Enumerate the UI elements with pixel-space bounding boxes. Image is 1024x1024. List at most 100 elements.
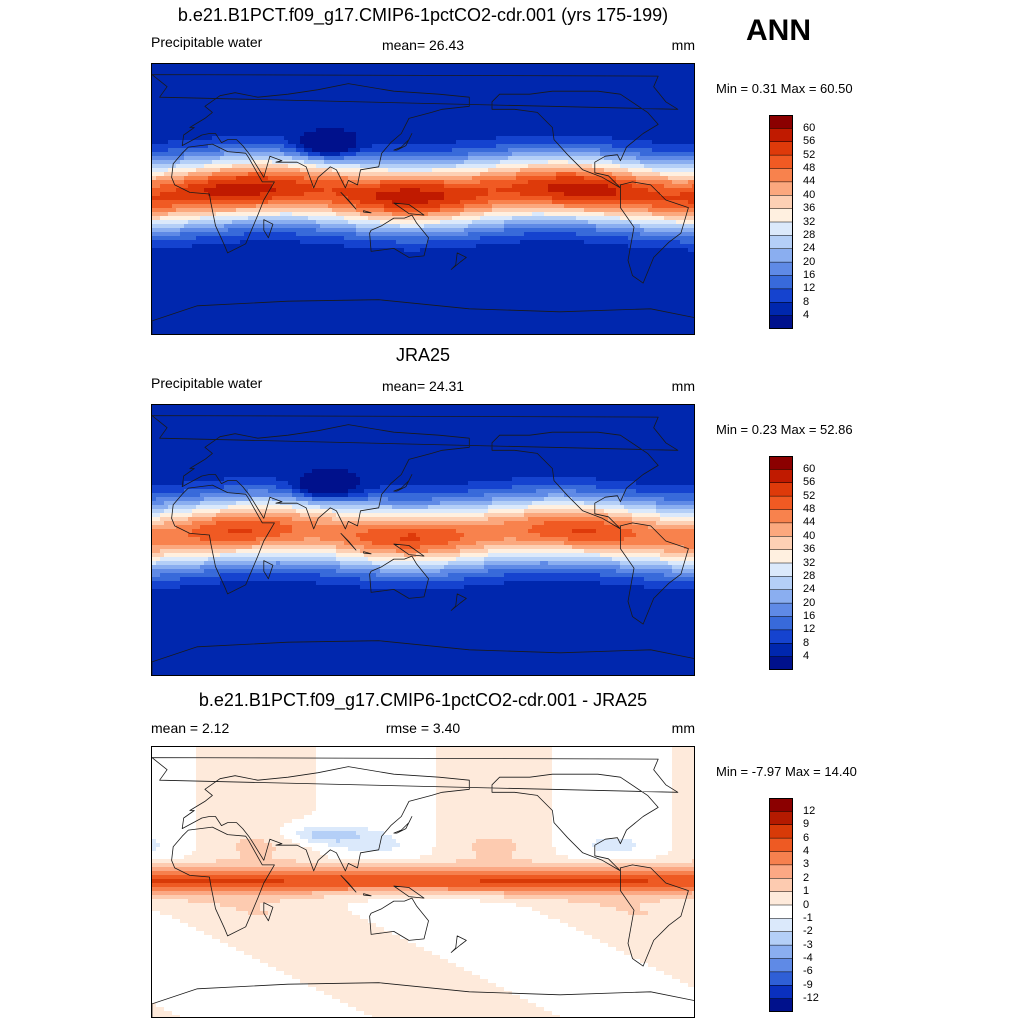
colorbar-swatch	[769, 958, 793, 973]
colorbar-swatch	[769, 589, 793, 604]
colorbar-swatch	[769, 195, 793, 209]
colorbar-swatch	[769, 509, 793, 524]
colorbar-tick-label: 28	[803, 229, 815, 241]
colorbar-tick-label: 48	[803, 504, 815, 515]
colorbar-tick-label: 8	[803, 296, 809, 308]
panel-3-minmax: Min = -7.97 Max = 14.40	[716, 764, 857, 779]
colorbar-tick-label: 2	[803, 872, 809, 884]
field-raster	[152, 405, 694, 675]
colorbar-tick-label: 36	[803, 544, 815, 555]
colorbar-tick-label: 20	[803, 256, 815, 268]
colorbar-swatch	[769, 563, 793, 577]
colorbar-swatch	[769, 536, 793, 550]
colorbar-swatch	[769, 985, 793, 999]
colorbar-swatch	[769, 469, 793, 484]
colorbar-tick-label: 56	[803, 477, 815, 488]
panel-1-title: b.e21.B1PCT.f09_g17.CMIP6-1pctCO2-cdr.00…	[178, 5, 668, 26]
colorbar-swatch	[769, 629, 793, 644]
colorbar-tick-label: 36	[803, 203, 815, 214]
colorbar-swatch	[769, 603, 793, 617]
colorbar-tick-label: 48	[803, 163, 815, 174]
colorbar-tick-label: 4	[803, 310, 809, 321]
colorbar-tick-label: 12	[803, 805, 815, 817]
colorbar-swatch	[769, 891, 793, 906]
panel-2-title: JRA25	[396, 345, 450, 366]
colorbar-tick-label: 32	[803, 557, 815, 569]
colorbar-swatch	[769, 616, 793, 631]
colorbar-tick-label: -1	[803, 912, 813, 924]
colorbar-tick-label: 32	[803, 216, 815, 228]
colorbar-tick-label: 1	[803, 886, 809, 897]
colorbar-swatch	[769, 798, 793, 812]
colorbar-swatch	[769, 262, 793, 276]
colorbar-swatch	[769, 522, 793, 537]
colorbar-swatch	[769, 864, 793, 879]
panel-2-map	[151, 404, 695, 676]
colorbar-tick-label: 12	[803, 283, 815, 294]
colorbar-tick-label: 16	[803, 611, 815, 622]
panel-3-mean: mean = 2.12	[151, 720, 229, 736]
colorbar-swatch	[769, 155, 793, 169]
panel-3-map	[151, 746, 695, 1018]
coastline-overlay	[152, 415, 694, 675]
colorbar-swatch	[769, 576, 793, 591]
colorbar-tick-label: -12	[803, 993, 819, 1004]
colorbar-tick-label: -9	[803, 979, 813, 991]
panel-1-mean: mean= 26.43	[382, 37, 464, 53]
colorbar-swatch	[769, 222, 793, 236]
panel-3-colorbar	[769, 798, 793, 1012]
panel-3-units: mm	[672, 720, 695, 736]
panel-1-minmax: Min = 0.31 Max = 60.50	[716, 81, 853, 96]
colorbar-swatch	[769, 288, 793, 303]
field-raster	[152, 64, 694, 334]
season-label: ANN	[746, 14, 811, 48]
colorbar-swatch	[769, 115, 793, 129]
colorbar-swatch	[769, 824, 793, 839]
colorbar-tick-label: 0	[803, 899, 809, 911]
colorbar-swatch	[769, 482, 793, 497]
colorbar-tick-label: 4	[803, 846, 809, 857]
colorbar-tick-label: 28	[803, 570, 815, 582]
colorbar-swatch	[769, 643, 793, 657]
colorbar-swatch	[769, 315, 793, 329]
colorbar-tick-label: 6	[803, 832, 809, 844]
colorbar-swatch	[769, 945, 793, 959]
colorbar-swatch	[769, 878, 793, 892]
colorbar-tick-label: 24	[803, 584, 815, 595]
colorbar-tick-label: 52	[803, 149, 815, 161]
colorbar-tick-label: 16	[803, 270, 815, 281]
colorbar-tick-label: -4	[803, 953, 813, 964]
panel-1-left-label: Precipitable water	[151, 34, 262, 50]
panel-3-title: b.e21.B1PCT.f09_g17.CMIP6-1pctCO2-cdr.00…	[199, 690, 647, 711]
panel-2-minmax: Min = 0.23 Max = 52.86	[716, 422, 853, 437]
colorbar-tick-label: 44	[803, 517, 815, 528]
colorbar-tick-label: -6	[803, 966, 813, 977]
colorbar-tick-label: 9	[803, 819, 809, 830]
colorbar-tick-label: 40	[803, 530, 815, 542]
panel-2-left-label: Precipitable water	[151, 375, 262, 391]
colorbar-swatch	[769, 181, 793, 196]
colorbar-tick-label: 60	[803, 122, 815, 134]
coastline-overlay	[152, 757, 694, 1017]
colorbar-swatch	[769, 918, 793, 933]
panel-1-units: mm	[672, 37, 695, 53]
colorbar-swatch	[769, 905, 793, 919]
colorbar-tick-label: 60	[803, 463, 815, 475]
coastline-overlay	[152, 74, 694, 334]
colorbar-tick-label: 12	[803, 624, 815, 635]
panel-2-colorbar	[769, 456, 793, 670]
colorbar-tick-label: 24	[803, 243, 815, 254]
colorbar-swatch	[769, 851, 793, 866]
colorbar-swatch	[769, 998, 793, 1012]
colorbar-swatch	[769, 248, 793, 263]
colorbar-swatch	[769, 208, 793, 223]
colorbar-swatch	[769, 496, 793, 510]
colorbar-tick-label: 20	[803, 597, 815, 609]
colorbar-swatch	[769, 971, 793, 986]
colorbar-swatch	[769, 838, 793, 852]
colorbar-swatch	[769, 235, 793, 250]
colorbar-swatch	[769, 128, 793, 143]
colorbar-swatch	[769, 275, 793, 290]
colorbar-swatch	[769, 549, 793, 564]
colorbar-swatch	[769, 168, 793, 183]
